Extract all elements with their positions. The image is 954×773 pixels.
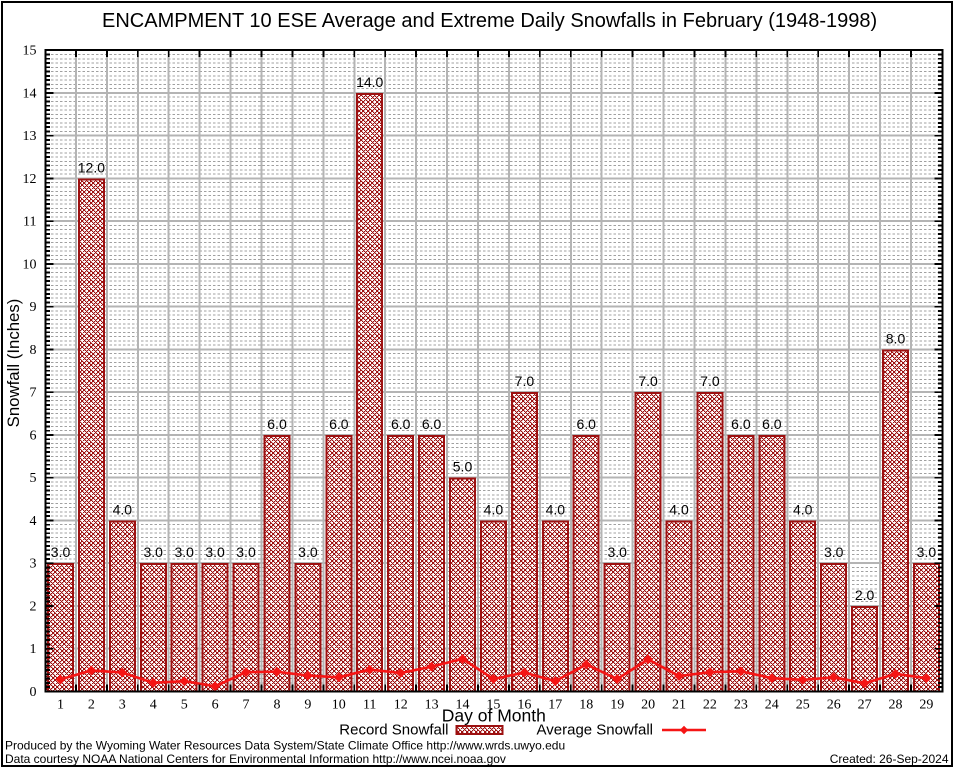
- svg-text:3.0: 3.0: [174, 544, 194, 560]
- svg-text:3.0: 3.0: [236, 544, 256, 560]
- svg-text:7.0: 7.0: [700, 373, 720, 389]
- svg-text:12: 12: [394, 698, 408, 713]
- svg-text:Day of Month: Day of Month: [442, 706, 546, 726]
- svg-text:24: 24: [765, 698, 779, 713]
- svg-text:Created: 26-Sep-2024: Created: 26-Sep-2024: [830, 752, 949, 766]
- svg-text:7.0: 7.0: [515, 373, 535, 389]
- svg-text:3.0: 3.0: [824, 544, 844, 560]
- svg-text:6.0: 6.0: [267, 416, 287, 432]
- svg-text:3.0: 3.0: [607, 544, 627, 560]
- svg-text:7.0: 7.0: [638, 373, 658, 389]
- svg-text:4.0: 4.0: [793, 501, 813, 517]
- svg-text:4.0: 4.0: [669, 501, 689, 517]
- svg-text:Snowfall (Inches): Snowfall (Inches): [4, 299, 23, 428]
- svg-text:9: 9: [304, 698, 311, 713]
- svg-text:4.0: 4.0: [484, 501, 504, 517]
- svg-text:13: 13: [425, 698, 439, 713]
- svg-text:Record Snowfall: Record Snowfall: [339, 721, 448, 738]
- svg-text:14: 14: [456, 698, 470, 713]
- svg-text:8.0: 8.0: [886, 330, 906, 346]
- svg-text:12: 12: [23, 172, 37, 187]
- svg-text:0: 0: [30, 685, 37, 700]
- svg-text:14.0: 14.0: [356, 74, 383, 90]
- svg-text:10: 10: [332, 698, 346, 713]
- svg-text:Produced by the Wyoming Water: Produced by the Wyoming Water Resources …: [5, 739, 565, 753]
- svg-text:6.0: 6.0: [762, 416, 782, 432]
- svg-text:6.0: 6.0: [391, 416, 411, 432]
- svg-text:29: 29: [919, 698, 933, 713]
- svg-text:2: 2: [88, 698, 95, 713]
- svg-text:4: 4: [150, 698, 157, 713]
- svg-text:2.0: 2.0: [855, 587, 875, 603]
- svg-text:17: 17: [548, 698, 562, 713]
- svg-text:8: 8: [30, 343, 37, 358]
- svg-text:5: 5: [30, 471, 37, 486]
- svg-text:3: 3: [119, 698, 126, 713]
- svg-text:2: 2: [30, 599, 37, 614]
- svg-text:1: 1: [57, 698, 64, 713]
- svg-text:6.0: 6.0: [329, 416, 349, 432]
- svg-text:3.0: 3.0: [143, 544, 163, 560]
- svg-text:11: 11: [23, 215, 36, 230]
- svg-text:1: 1: [30, 642, 37, 657]
- svg-text:5: 5: [181, 698, 188, 713]
- svg-text:3.0: 3.0: [298, 544, 318, 560]
- svg-text:6: 6: [212, 698, 219, 713]
- svg-text:14: 14: [23, 86, 37, 101]
- svg-text:3.0: 3.0: [917, 544, 937, 560]
- svg-text:3: 3: [30, 557, 37, 572]
- svg-text:ENCAMPMENT 10 ESE Average and: ENCAMPMENT 10 ESE Average and Extreme Da…: [102, 10, 877, 32]
- svg-text:7: 7: [243, 698, 250, 713]
- svg-text:27: 27: [858, 698, 872, 713]
- svg-text:12.0: 12.0: [78, 159, 105, 175]
- svg-text:6.0: 6.0: [731, 416, 751, 432]
- svg-text:22: 22: [703, 698, 717, 713]
- svg-text:23: 23: [734, 698, 748, 713]
- svg-text:6: 6: [30, 428, 37, 443]
- svg-text:Data courtesy NOAA National Ce: Data courtesy NOAA National Centers for …: [5, 752, 506, 766]
- svg-text:4.0: 4.0: [113, 501, 133, 517]
- svg-text:25: 25: [796, 698, 810, 713]
- svg-text:28: 28: [889, 698, 903, 713]
- svg-text:11: 11: [363, 698, 376, 713]
- svg-text:15: 15: [486, 698, 500, 713]
- svg-text:18: 18: [579, 698, 593, 713]
- svg-text:10: 10: [23, 257, 37, 272]
- svg-text:5.0: 5.0: [453, 459, 473, 475]
- svg-text:4: 4: [30, 514, 37, 529]
- svg-text:20: 20: [641, 698, 655, 713]
- svg-text:15: 15: [23, 44, 37, 59]
- svg-text:19: 19: [610, 698, 624, 713]
- svg-text:Average Snowfall: Average Snowfall: [537, 721, 653, 738]
- svg-text:26: 26: [827, 698, 841, 713]
- svg-text:3.0: 3.0: [205, 544, 225, 560]
- svg-text:9: 9: [30, 300, 37, 315]
- svg-text:21: 21: [672, 698, 686, 713]
- svg-text:8: 8: [274, 698, 281, 713]
- svg-text:3.0: 3.0: [51, 544, 71, 560]
- svg-text:6.0: 6.0: [422, 416, 442, 432]
- svg-text:16: 16: [517, 698, 531, 713]
- svg-text:7: 7: [30, 386, 37, 401]
- svg-text:4.0: 4.0: [546, 501, 566, 517]
- svg-text:6.0: 6.0: [576, 416, 596, 432]
- svg-text:13: 13: [23, 129, 37, 144]
